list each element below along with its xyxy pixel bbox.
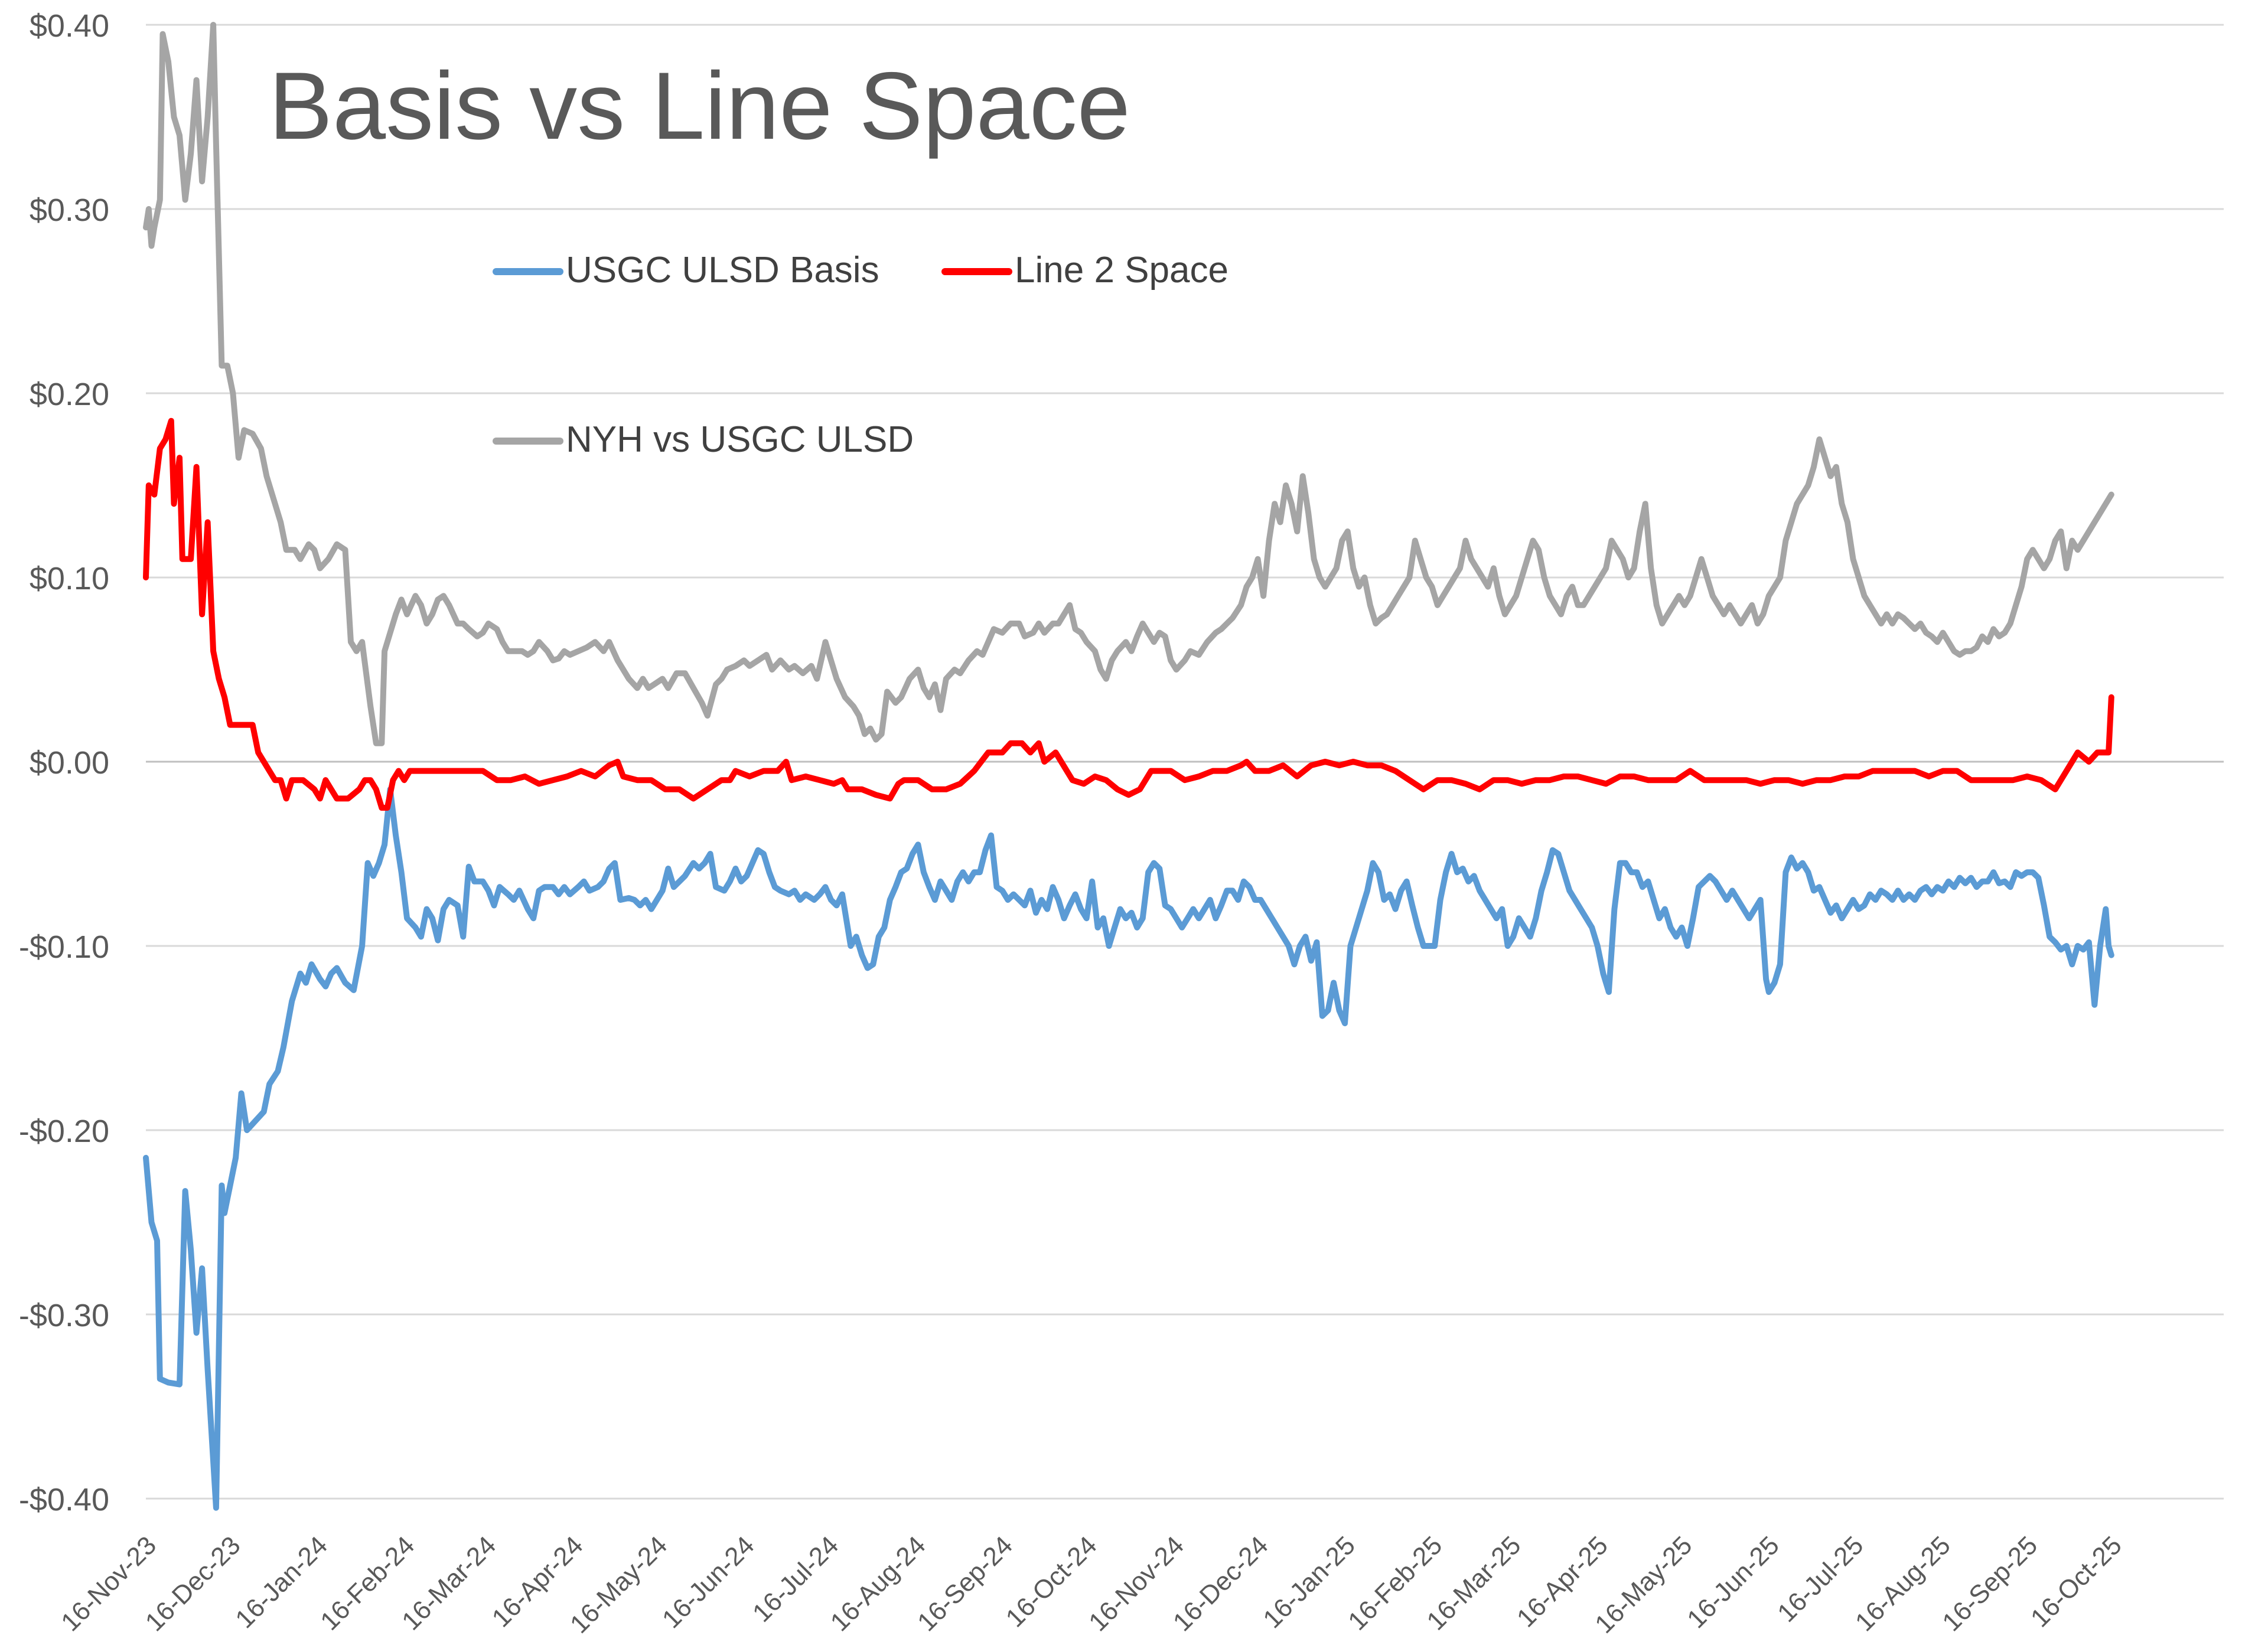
legend-label: USGC ULSD Basis — [566, 250, 879, 291]
y-tick-label: -$0.40 — [19, 1482, 109, 1518]
legend-label: NYH vs USGC ULSD — [566, 419, 914, 460]
series-line-0 — [143, 786, 2114, 1511]
legend: USGC ULSD Basis Line 2 Space NYH vs USGC U… — [493, 250, 1228, 460]
y-tick-label: $0.10 — [30, 561, 109, 596]
y-tick-label: -$0.10 — [19, 929, 109, 965]
legend-label: Line 2 Space — [1015, 250, 1228, 291]
y-axis-tick-labels: $0.40 $0.30 $0.20 $0.10 $0.00 -$0.10 -$0.20 -$0… — [19, 8, 109, 1518]
y-tick-label: -$0.30 — [19, 1298, 109, 1333]
gridlines — [146, 24, 2224, 1500]
series-lines — [143, 22, 2114, 1511]
y-tick-label: -$0.20 — [19, 1114, 109, 1149]
y-tick-label: $0.20 — [30, 377, 109, 412]
y-tick-label: $0.30 — [30, 192, 109, 228]
chart-title: Basis vs Line Space — [269, 53, 1130, 159]
y-tick-label: $0.00 — [30, 745, 109, 781]
y-tick-label: $0.40 — [30, 8, 109, 44]
series-line-1 — [143, 417, 2114, 811]
series-line-2 — [143, 22, 2114, 746]
